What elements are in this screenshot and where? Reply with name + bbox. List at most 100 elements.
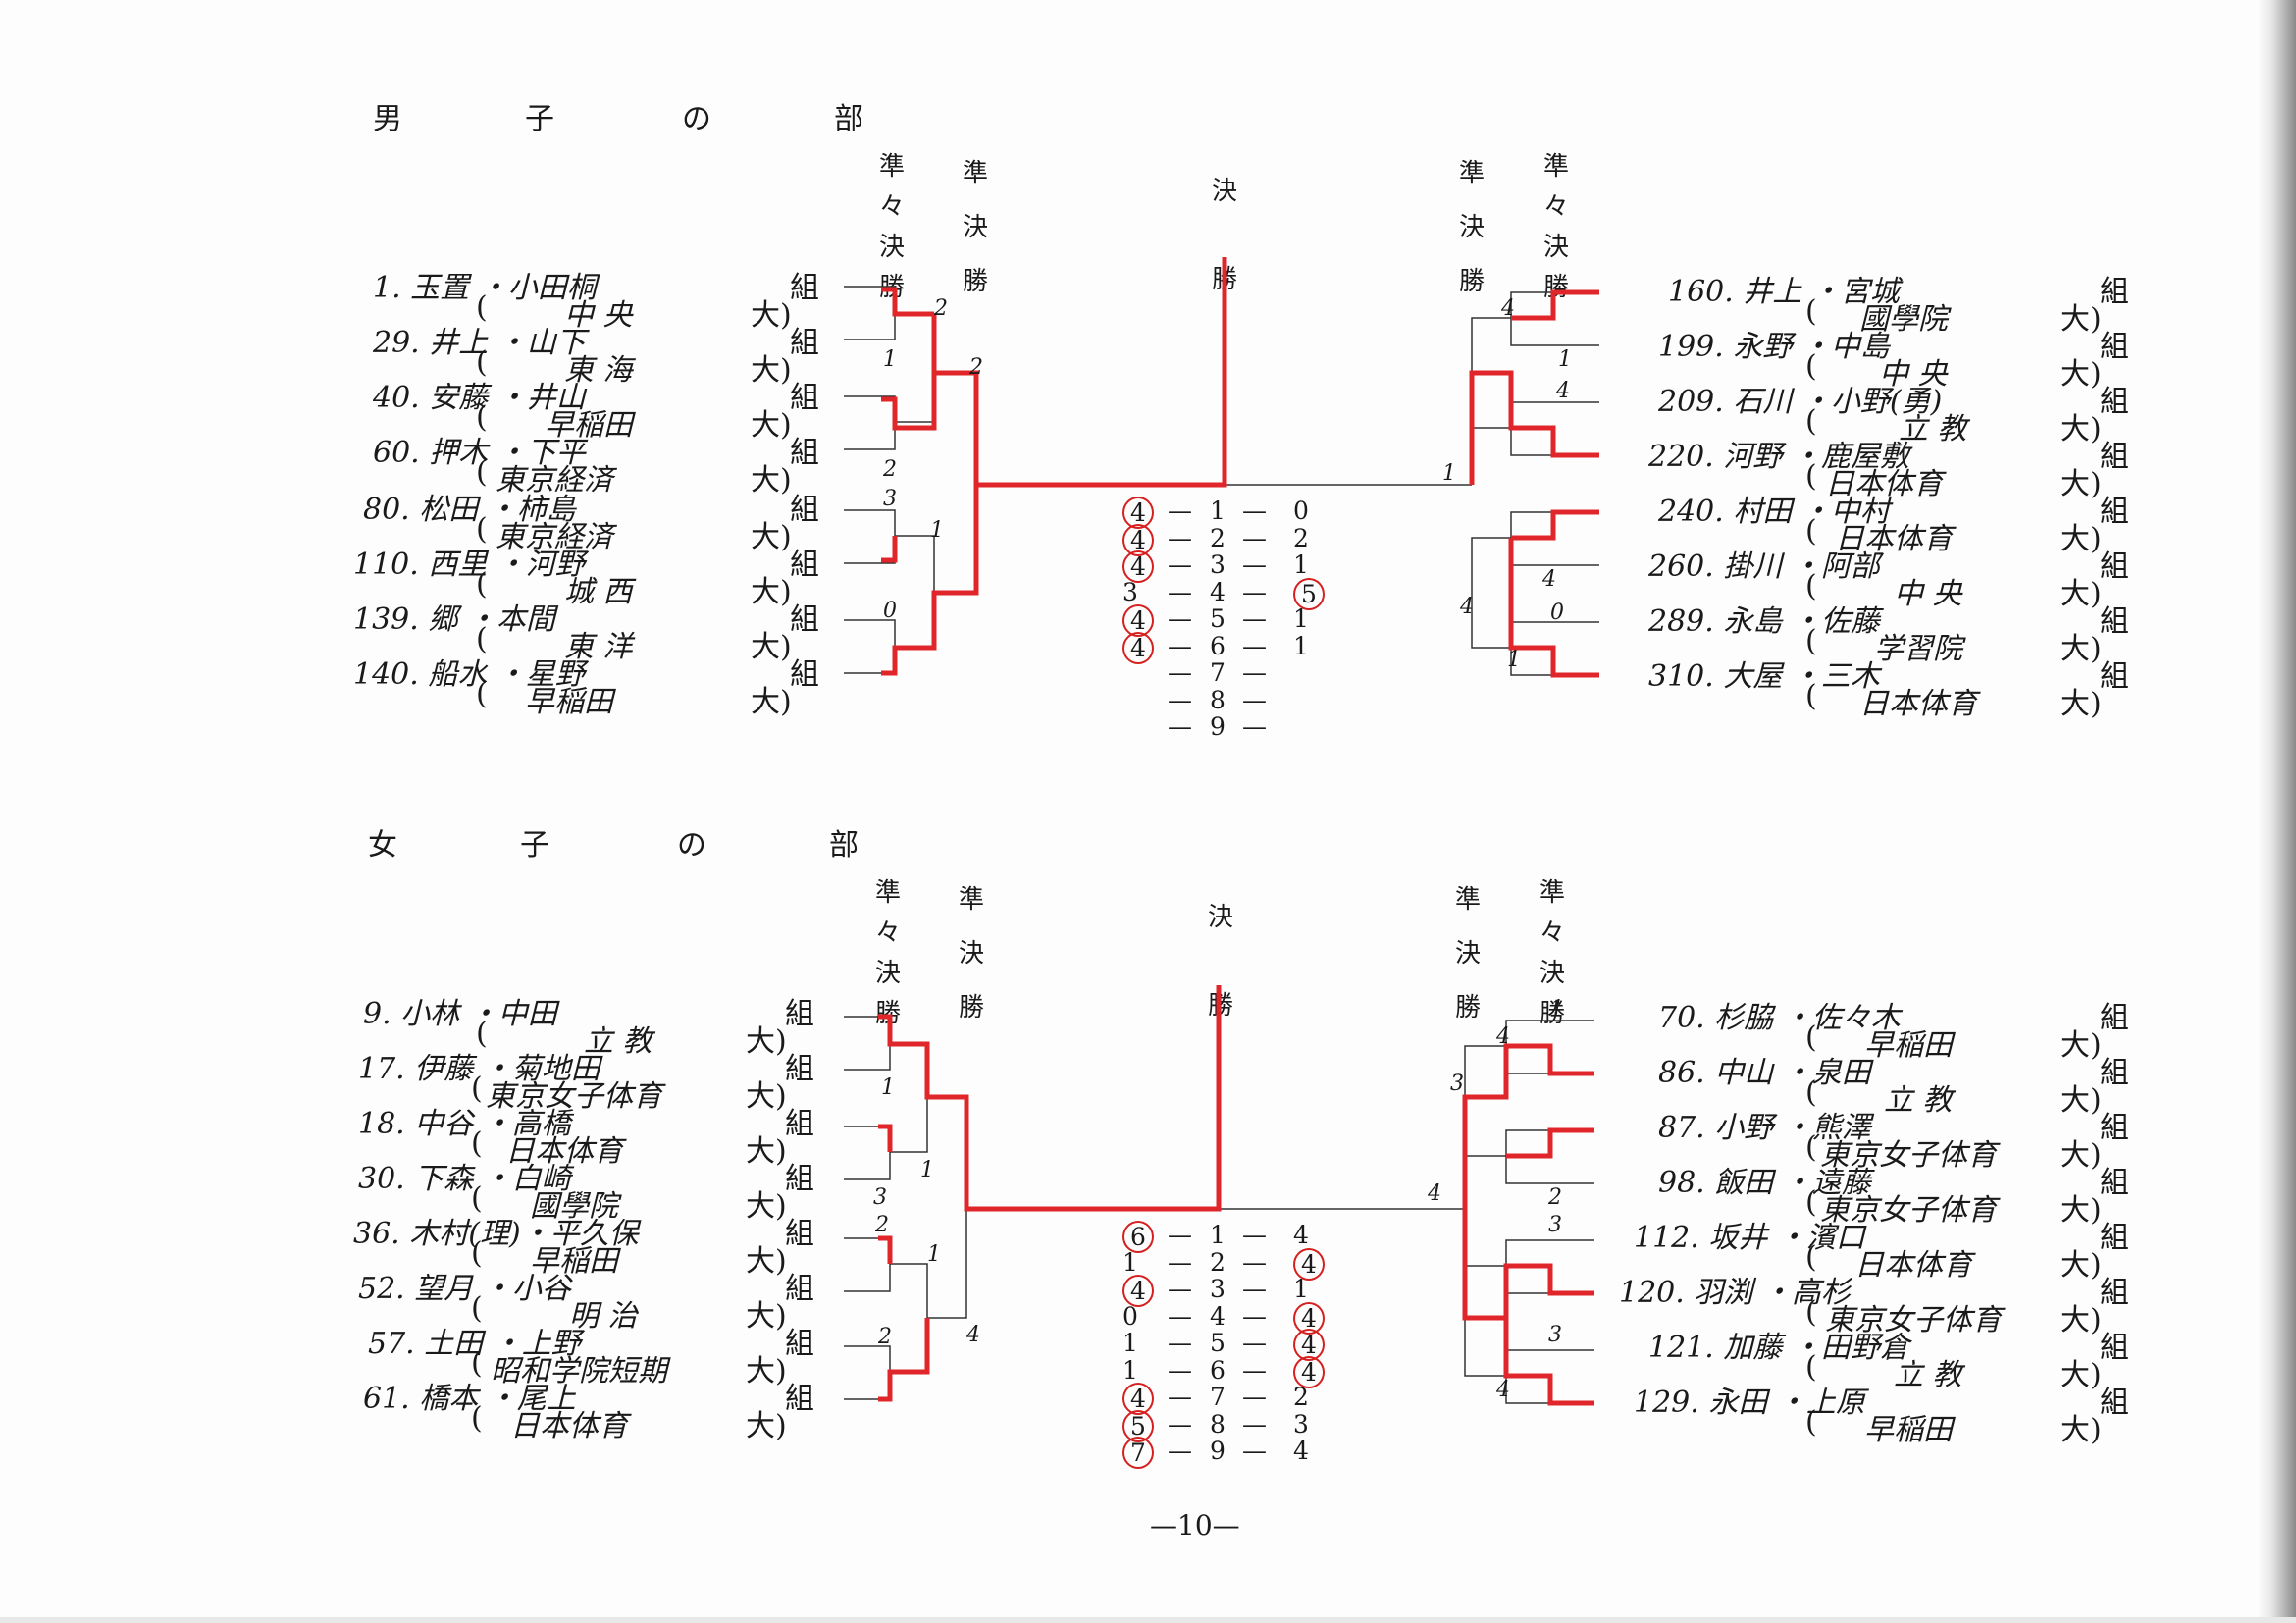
label-right-semifinal: 準決勝 [1458, 159, 1485, 296]
women-final-game-number: 5 [1210, 1329, 1226, 1357]
women-final-left-score: 1 [1122, 1355, 1138, 1385]
women-final-dash: — [1168, 1301, 1192, 1331]
men-final-dash: — [1168, 631, 1192, 660]
women-final-dash: — [1168, 1329, 1192, 1357]
women-final-dash: — [1242, 1247, 1267, 1277]
men-final-dash: — [1168, 577, 1192, 606]
men-final-dash: — [1168, 523, 1192, 552]
men-right-qf-score-1: 4 [1501, 296, 1515, 321]
women-final-dash: — [1242, 1409, 1267, 1439]
men-final-game-number: 5 [1210, 604, 1226, 633]
men-final-left-score: 3 [1122, 577, 1138, 606]
women-final-right-score: 4 [1293, 1221, 1309, 1249]
women-left-qf-score-3: 3 [873, 1185, 887, 1210]
men-final-game-number: 4 [1210, 577, 1226, 606]
women-right-qf-score-1: 1 [1550, 997, 1564, 1021]
scan-bottom-edge [0, 1617, 2296, 1623]
label-left-semifinal-women: 準決勝 [958, 885, 984, 1022]
women-final-dash: — [1168, 1355, 1192, 1385]
men-final-right-score: 2 [1293, 523, 1309, 552]
label-left-semifinal: 準決勝 [962, 159, 988, 296]
women-right-qf-score-4: 3 [1548, 1213, 1562, 1237]
page-number: —10— [1150, 1509, 1240, 1542]
men-left-qf-score-1: 2 [934, 296, 948, 321]
men-final-left-score: 4 [1122, 631, 1154, 664]
women-final-right-score: 4 [1293, 1355, 1325, 1388]
women-final-dash: — [1168, 1383, 1192, 1411]
men-final-dash: — [1242, 658, 1267, 687]
men-right-qf-score-4: 4 [1542, 567, 1556, 592]
women-final-game-number: 4 [1210, 1301, 1226, 1331]
women-right-sf-score-1: 3 [1450, 1072, 1464, 1096]
women-final-game-number: 9 [1210, 1437, 1226, 1465]
women-final-game-number: 2 [1210, 1247, 1226, 1277]
men-final-dash: — [1168, 550, 1192, 579]
women-final-dash: — [1242, 1383, 1267, 1411]
women-right-sf-score-2: 4 [1428, 1181, 1441, 1206]
men-final-game-number: 7 [1210, 658, 1226, 687]
women-final-left-score: 4 [1122, 1275, 1154, 1307]
women-left-qf-score-5: 1 [927, 1242, 941, 1267]
men-final-game-number: 2 [1210, 523, 1226, 552]
women-left-qf-score-1: 1 [881, 1075, 895, 1100]
men-final-right-score: 1 [1293, 604, 1309, 633]
men-winner-path [881, 287, 934, 317]
men-right-qf-score-2: 1 [1558, 347, 1572, 372]
men-final-right-score: 1 [1293, 631, 1309, 660]
women-final-game-number: 1 [1210, 1221, 1226, 1249]
women-final-left-score: 6 [1122, 1221, 1154, 1253]
men-final-dash: — [1242, 685, 1267, 714]
men-left-qf-score-6: 0 [883, 599, 897, 623]
men-left-qf-score-4: 3 [883, 487, 897, 511]
women-final-dash: — [1168, 1409, 1192, 1439]
men-left-qf-score-5: 1 [930, 518, 944, 543]
women-final-dash: — [1242, 1437, 1267, 1465]
label-left-quarterfinal-women: 準々決勝 [874, 878, 901, 1028]
men-right-qf-score-3: 4 [1556, 379, 1570, 403]
women-final-left-score: 1 [1122, 1247, 1138, 1277]
men-final-dash: — [1168, 658, 1192, 687]
women-right-qf-score-6: 4 [1496, 1378, 1510, 1402]
women-final-dash: — [1168, 1247, 1192, 1277]
women-final-right-score: 3 [1293, 1409, 1309, 1439]
men-right-sf-score-1: 1 [1442, 461, 1456, 486]
men-right-qf-score-6: 1 [1507, 648, 1521, 672]
women-final-dash: — [1168, 1221, 1192, 1249]
men-final-dash: — [1242, 497, 1267, 525]
men-final-game-number: 9 [1210, 712, 1226, 741]
women-final-dash: — [1242, 1275, 1267, 1303]
men-final-dash: — [1242, 577, 1267, 606]
women-final-right-score: 4 [1293, 1247, 1325, 1281]
women-final-left-score: 0 [1122, 1301, 1138, 1331]
women-final-right-score: 2 [1293, 1383, 1309, 1411]
men-final-dash: — [1168, 685, 1192, 714]
women-final-dash: — [1242, 1329, 1267, 1357]
women-final-game-number: 3 [1210, 1275, 1226, 1303]
women-left-qf-score-4: 2 [875, 1213, 889, 1237]
men-final-left-score: 4 [1122, 550, 1154, 583]
label-right-quarterfinal-women: 準々決勝 [1539, 878, 1565, 1028]
label-right-semifinal-women: 準決勝 [1454, 885, 1481, 1022]
women-final-right-score: 1 [1293, 1275, 1309, 1303]
women-left-sf-score: 4 [966, 1323, 980, 1347]
women-final-dash: — [1242, 1221, 1267, 1249]
men-final-right-score: 5 [1293, 577, 1325, 610]
women-final-right-score: 4 [1293, 1437, 1309, 1465]
men-left-qf-score-3: 2 [883, 457, 897, 482]
men-final-dash: — [1242, 631, 1267, 660]
men-final-dash: — [1168, 712, 1192, 741]
men-final-game-number: 1 [1210, 497, 1226, 525]
women-final-dash: — [1242, 1301, 1267, 1331]
men-final-game-number: 8 [1210, 685, 1226, 714]
men-right-qf-score-5: 0 [1550, 601, 1564, 625]
women-right-qf-score-5: 3 [1548, 1323, 1562, 1347]
women-final-dash: — [1242, 1355, 1267, 1385]
men-left-sf-score: 2 [969, 355, 983, 380]
men-final-dash: — [1242, 523, 1267, 552]
men-final-dash: — [1168, 497, 1192, 525]
women-left-qf-score-2: 1 [920, 1158, 934, 1182]
men-right-sf-score-2: 4 [1460, 595, 1474, 619]
men-final-right-score: 1 [1293, 550, 1309, 579]
